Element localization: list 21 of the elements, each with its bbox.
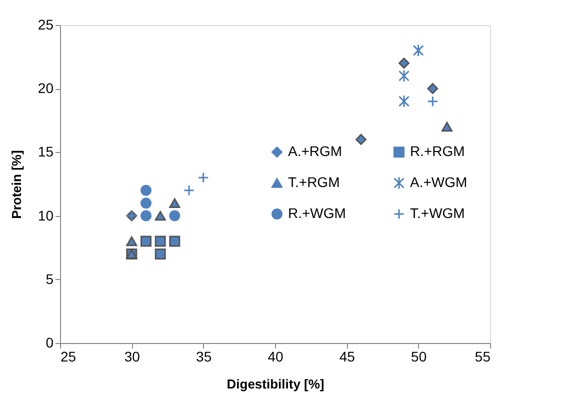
x-tick-label: 45 [339, 348, 356, 364]
y-tick-label: 5 [46, 270, 54, 287]
y-tick-label: 0 [46, 334, 54, 350]
legend-label: R.+WGM [288, 205, 346, 221]
legend-label: A.+RGM [288, 143, 342, 160]
x-tick-label: 50 [411, 348, 427, 364]
legend-label: R.+RGM [410, 143, 465, 160]
x-tick-label: 40 [268, 348, 284, 364]
x-tick-label: 25 [60, 348, 76, 364]
y-tick-label: 15 [38, 144, 54, 160]
x-axis-title: Digestibility [%] [226, 376, 324, 392]
x-tick-label: 35 [196, 348, 212, 364]
y-tick-label: 25 [38, 16, 54, 32]
y-tick-label: 10 [38, 207, 54, 224]
legend-label: A.+WGM [410, 174, 468, 190]
y-axis-title: Protein [%] [8, 150, 24, 219]
legend-label: T.+RGM [288, 174, 340, 190]
y-tick-label: 20 [38, 80, 54, 96]
x-tick-label: 55 [474, 348, 491, 364]
x-tick-label: 30 [124, 348, 140, 364]
legend-label: T.+WGM [410, 205, 465, 221]
